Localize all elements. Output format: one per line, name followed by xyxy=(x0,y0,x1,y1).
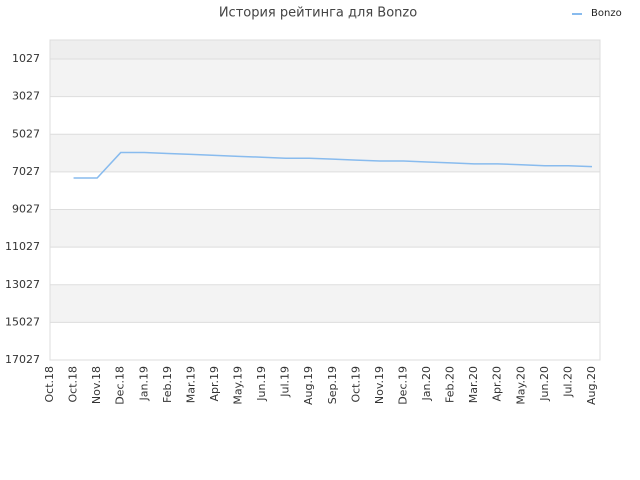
y-tick-label: 15027 xyxy=(5,315,40,328)
x-tick-label: Dec.19 xyxy=(396,366,409,405)
x-tick-label: Dec.18 xyxy=(114,366,127,405)
x-tick-label: Apr.20 xyxy=(491,366,504,402)
x-tick-label: Feb.19 xyxy=(161,366,174,403)
x-tick-label: Oct.19 xyxy=(349,366,362,403)
y-tick-label: 5027 xyxy=(12,127,40,140)
x-tick-label: Mar.19 xyxy=(184,366,197,403)
x-tick-label: Apr.19 xyxy=(208,366,221,402)
x-tick-label: May.19 xyxy=(232,366,245,405)
x-tick-label: Jun.20 xyxy=(538,366,551,402)
y-tick-label: 13027 xyxy=(5,278,40,291)
x-tick-label: Jan.20 xyxy=(420,366,433,401)
x-tick-label: Sep.19 xyxy=(326,366,339,404)
grid-band xyxy=(50,171,600,210)
grid-band xyxy=(50,96,600,135)
plot-border xyxy=(49,39,601,361)
x-tick-label: Aug.19 xyxy=(302,366,315,405)
y-tick-label: 3027 xyxy=(12,90,40,103)
y-tick-label: 1027 xyxy=(12,52,40,65)
grid-band xyxy=(50,40,600,60)
x-tick-label: Aug.20 xyxy=(585,366,598,405)
chart-title: История рейтинга для Bonzo xyxy=(219,6,417,21)
x-tick-label: Mar.20 xyxy=(467,366,480,403)
x-tick-label: Nov.18 xyxy=(90,366,103,404)
x-tick-label: Jul.19 xyxy=(279,366,292,398)
x-tick-label: Feb.20 xyxy=(444,366,457,403)
grid-band xyxy=(50,247,600,285)
x-tick-label: Oct.18 xyxy=(67,366,80,403)
x-tick-label: Nov.19 xyxy=(373,366,386,404)
y-tick-label: 7027 xyxy=(12,165,40,178)
x-tick-label: Jul.20 xyxy=(561,366,574,398)
y-tick-label: 11027 xyxy=(5,240,40,253)
x-tick-label: May.20 xyxy=(514,366,527,405)
grid-band xyxy=(50,59,600,97)
y-tick-label: 17027 xyxy=(5,353,40,366)
x-tick-label: Jun.19 xyxy=(255,366,268,402)
grid-band xyxy=(50,322,600,360)
x-tick-label: Jan.19 xyxy=(137,366,150,401)
line xyxy=(73,151,593,179)
grid-band xyxy=(50,209,600,248)
grid-band xyxy=(50,284,600,323)
legend-label: Bonzo xyxy=(591,8,622,19)
x-tick-label: Oct.18 xyxy=(43,366,56,403)
y-tick-label: 9027 xyxy=(12,203,40,216)
